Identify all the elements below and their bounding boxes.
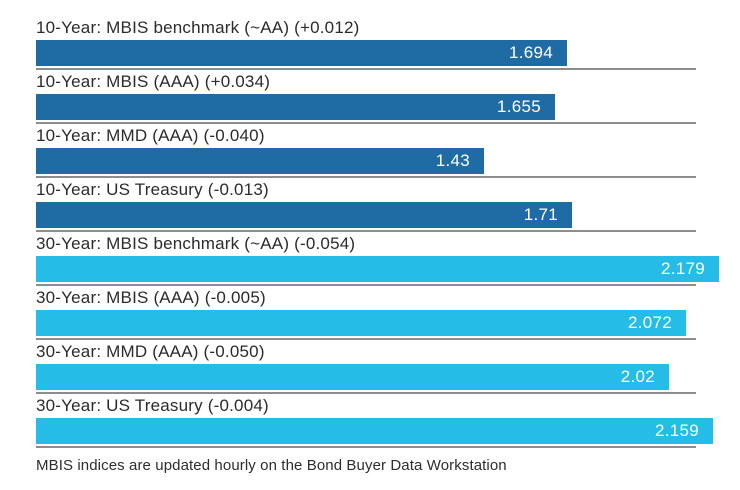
row-separator — [36, 338, 696, 340]
row-separator — [36, 68, 696, 70]
chart-footnote: MBIS indices are updated hourly on the B… — [36, 457, 507, 474]
bar-label: 30-Year: MMD (AAA) (-0.050) — [36, 342, 265, 361]
bar: 2.072 — [36, 310, 686, 336]
bar: 2.02 — [36, 364, 669, 390]
bar-value-label: 2.159 — [654, 421, 699, 440]
chart-row: 30-Year: MMD (AAA) (-0.050) 2.02 — [36, 340, 740, 394]
bar-value-label: 1.43 — [435, 151, 470, 170]
chart-row: 10-Year: MMD (AAA) (-0.040) 1.43 — [36, 124, 740, 178]
bar: 1.694 — [36, 40, 567, 66]
bar-label: 10-Year: MBIS (AAA) (+0.034) — [36, 72, 271, 91]
row-separator — [36, 392, 696, 394]
chart-row: 30-Year: MBIS (AAA) (-0.005) 2.072 — [36, 286, 740, 340]
bar-label: 30-Year: MBIS benchmark (~AA) (-0.054) — [36, 234, 356, 253]
bar-track: 1.655 — [36, 94, 740, 120]
bar-track: 2.179 — [36, 256, 740, 282]
chart-row: 10-Year: MBIS benchmark (~AA) (+0.012) 1… — [36, 16, 740, 70]
bar-track: 1.43 — [36, 148, 740, 174]
bar-label: 10-Year: MMD (AAA) (-0.040) — [36, 126, 265, 145]
bar-value-label: 2.02 — [620, 367, 655, 386]
chart-rows: 10-Year: MBIS benchmark (~AA) (+0.012) 1… — [36, 16, 740, 448]
bar-value-label: 1.71 — [523, 205, 558, 224]
bar-track: 2.02 — [36, 364, 740, 390]
row-separator — [36, 122, 696, 124]
bar-chart: 10-Year: MBIS benchmark (~AA) (+0.012) 1… — [36, 16, 740, 474]
bar-value-label: 1.655 — [496, 97, 541, 116]
row-separator — [36, 284, 696, 286]
bar-label: 30-Year: MBIS (AAA) (-0.005) — [36, 288, 266, 307]
bar-value-label: 2.072 — [627, 313, 672, 332]
bar-track: 2.159 — [36, 418, 740, 444]
bar-label: 30-Year: US Treasury (-0.004) — [36, 396, 269, 415]
chart-row: 30-Year: MBIS benchmark (~AA) (-0.054) 2… — [36, 232, 740, 286]
bar: 1.655 — [36, 94, 555, 120]
bar: 1.43 — [36, 148, 484, 174]
bar-track: 1.71 — [36, 202, 740, 228]
bar: 2.159 — [36, 418, 713, 444]
bar-track: 1.694 — [36, 40, 740, 66]
bar-label: 10-Year: US Treasury (-0.013) — [36, 180, 269, 199]
bar-label: 10-Year: MBIS benchmark (~AA) (+0.012) — [36, 18, 360, 37]
chart-row: 30-Year: US Treasury (-0.004) 2.159 — [36, 394, 740, 448]
bar: 1.71 — [36, 202, 572, 228]
chart-row: 10-Year: US Treasury (-0.013) 1.71 — [36, 178, 740, 232]
bar-value-label: 2.179 — [660, 259, 705, 278]
bar-value-label: 1.694 — [508, 43, 553, 62]
row-separator — [36, 230, 696, 232]
row-separator — [36, 176, 696, 178]
bar-track: 2.072 — [36, 310, 740, 336]
bar: 2.179 — [36, 256, 719, 282]
chart-row: 10-Year: MBIS (AAA) (+0.034) 1.655 — [36, 70, 740, 124]
row-separator — [36, 446, 696, 448]
